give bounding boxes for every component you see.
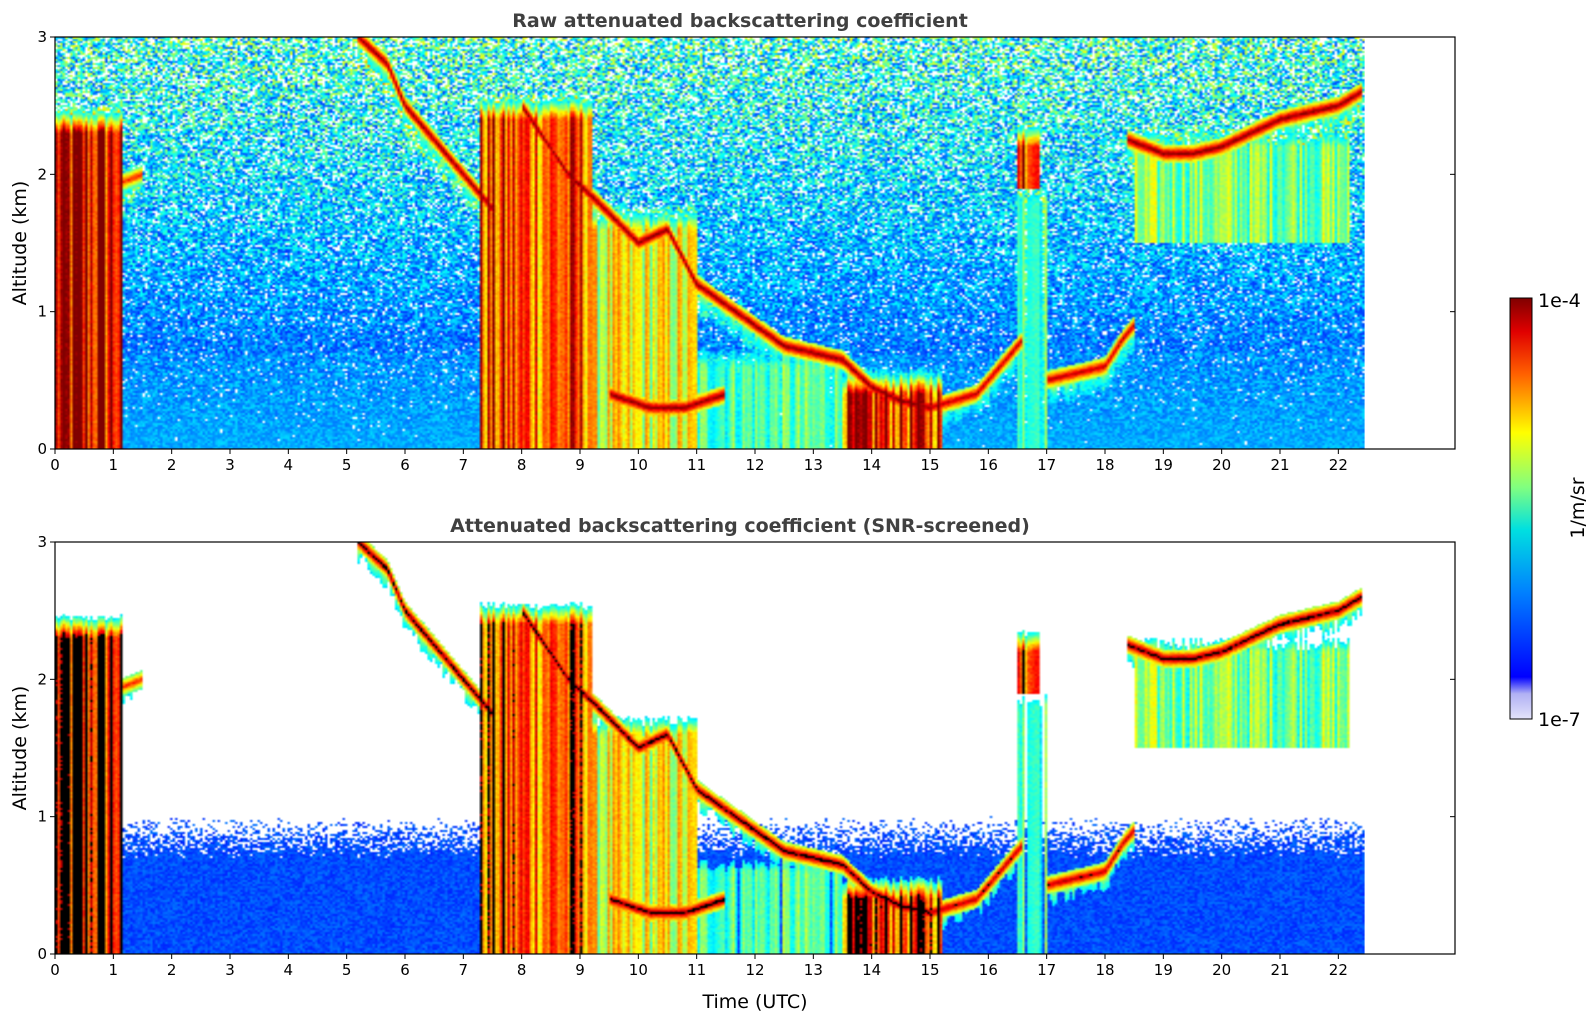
panel-screened-ylabel: Altitude (km) (9, 686, 31, 811)
x-tick-label: 15 (920, 456, 939, 474)
x-tick-label: 8 (517, 961, 527, 979)
x-tick-label: 14 (862, 456, 881, 474)
x-tick-label: 13 (804, 456, 823, 474)
x-tick-label: 22 (1329, 961, 1348, 979)
y-tick-label: 3 (37, 533, 47, 551)
x-tick-label: 13 (804, 961, 823, 979)
panel-raw-ylabel: Altitude (km) (9, 181, 31, 306)
colorbar: 1e-4 1e-7 1/m/sr (1509, 290, 1589, 731)
x-tick-label: 22 (1329, 456, 1348, 474)
colorbar-gradient (1509, 297, 1533, 720)
x-tick-label: 4 (284, 961, 294, 979)
colorbar-max-label: 1e-4 (1538, 290, 1581, 312)
panel-screened-xlabel: Time (UTC) (701, 991, 807, 1013)
x-tick-label: 18 (1095, 456, 1114, 474)
x-tick-label: 3 (225, 456, 235, 474)
x-tick-label: 1 (109, 456, 119, 474)
x-tick-label: 20 (1212, 961, 1231, 979)
x-tick-label: 3 (225, 961, 235, 979)
x-tick-label: 11 (687, 456, 706, 474)
x-tick-label: 16 (979, 961, 998, 979)
y-tick-label: 2 (37, 670, 47, 688)
x-tick-label: 10 (629, 456, 648, 474)
x-tick-label: 21 (1270, 961, 1289, 979)
x-tick-label: 21 (1270, 456, 1289, 474)
x-tick-label: 2 (167, 456, 177, 474)
panel-screened: Attenuated backscattering coefficient (S… (9, 515, 1456, 1013)
x-tick-label: 7 (459, 456, 469, 474)
panel-raw-heatmap (55, 37, 1365, 449)
panel-screened-title: Attenuated backscattering coefficient (S… (450, 515, 1030, 537)
colorbar-label: 1/m/sr (1567, 477, 1589, 538)
y-tick-label: 3 (37, 28, 47, 46)
x-tick-label: 0 (50, 456, 60, 474)
x-tick-label: 2 (167, 961, 177, 979)
x-tick-label: 5 (342, 456, 352, 474)
x-tick-label: 20 (1212, 456, 1231, 474)
x-tick-label: 17 (1037, 456, 1056, 474)
x-tick-label: 6 (400, 456, 410, 474)
x-tick-label: 8 (517, 456, 527, 474)
x-tick-label: 11 (687, 961, 706, 979)
x-tick-label: 9 (575, 456, 585, 474)
x-tick-label: 6 (400, 961, 410, 979)
x-tick-label: 5 (342, 961, 352, 979)
colorbar-min-label: 1e-7 (1538, 709, 1581, 731)
panel-raw-title: Raw attenuated backscattering coefficien… (512, 10, 968, 32)
y-tick-label: 1 (37, 303, 47, 321)
x-tick-label: 7 (459, 961, 469, 979)
x-tick-label: 0 (50, 961, 60, 979)
x-tick-label: 19 (1154, 961, 1173, 979)
x-tick-label: 17 (1037, 961, 1056, 979)
x-tick-label: 15 (920, 961, 939, 979)
x-tick-label: 19 (1154, 456, 1173, 474)
y-tick-label: 1 (37, 808, 47, 826)
x-tick-label: 4 (284, 456, 294, 474)
panel-raw: Raw attenuated backscattering coefficien… (9, 10, 1456, 474)
x-tick-label: 16 (979, 456, 998, 474)
y-tick-label: 0 (37, 440, 47, 458)
x-tick-label: 14 (862, 961, 881, 979)
y-tick-label: 2 (37, 165, 47, 183)
panel-screened-heatmap (55, 542, 1365, 954)
x-tick-label: 9 (575, 961, 585, 979)
x-tick-label: 18 (1095, 961, 1114, 979)
x-tick-label: 12 (745, 961, 764, 979)
y-tick-label: 0 (37, 945, 47, 963)
x-tick-label: 12 (745, 456, 764, 474)
x-tick-label: 10 (629, 961, 648, 979)
x-tick-label: 1 (109, 961, 119, 979)
